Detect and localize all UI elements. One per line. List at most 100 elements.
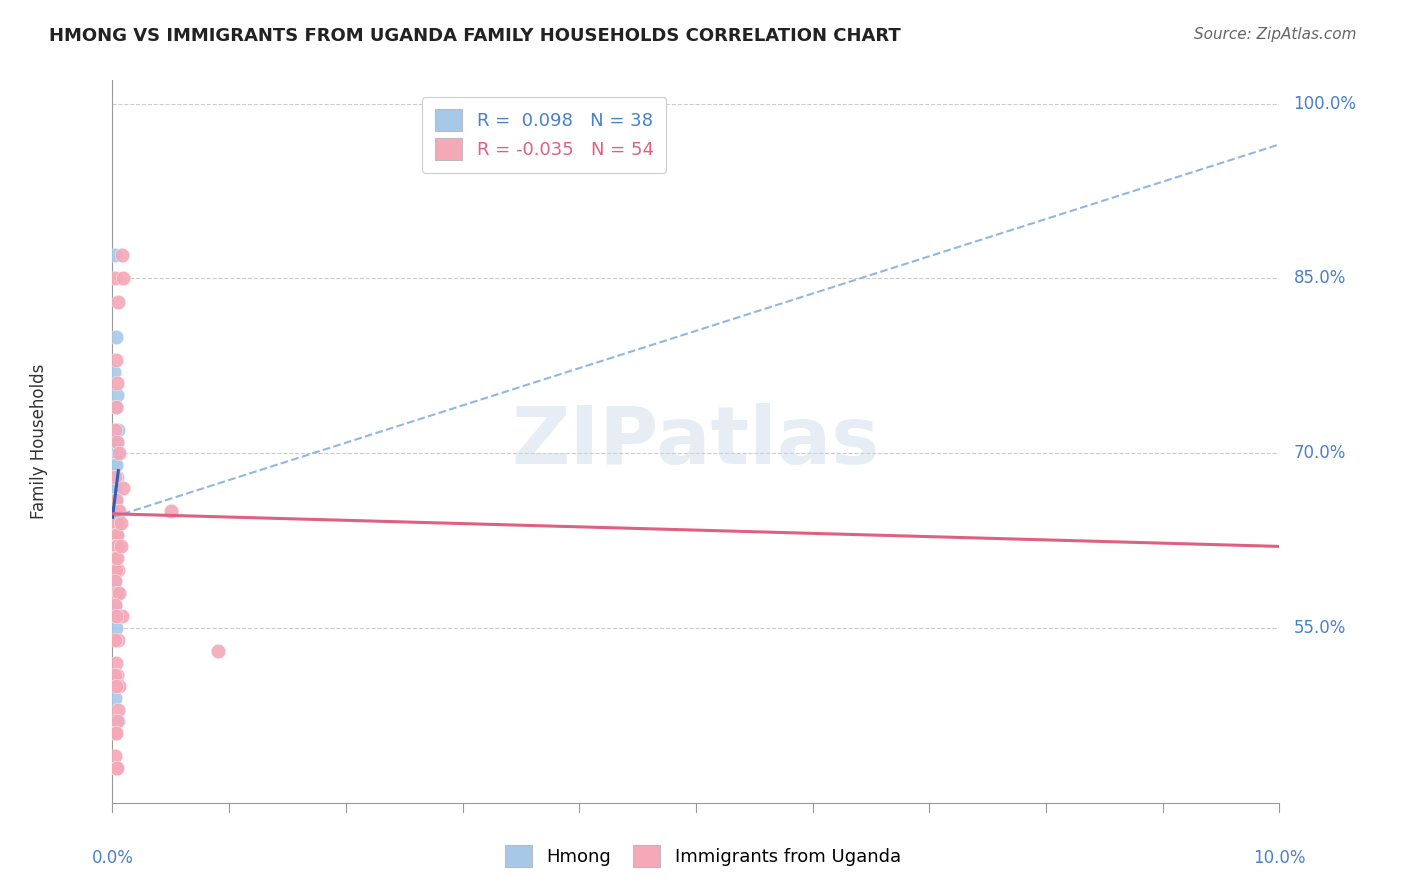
Point — [104, 679, 127, 693]
Point — [105, 551, 128, 566]
Point — [104, 690, 127, 705]
Text: HMONG VS IMMIGRANTS FROM UGANDA FAMILY HOUSEHOLDS CORRELATION CHART: HMONG VS IMMIGRANTS FROM UGANDA FAMILY H… — [49, 27, 901, 45]
Point — [103, 446, 125, 460]
Point — [104, 563, 127, 577]
Point — [160, 504, 183, 518]
Text: 0.0%: 0.0% — [91, 849, 134, 867]
Point — [104, 540, 127, 554]
Point — [107, 516, 129, 530]
Point — [105, 504, 128, 518]
Point — [107, 702, 129, 716]
Point — [104, 656, 127, 670]
Point — [104, 598, 127, 612]
Point — [105, 446, 128, 460]
Point — [111, 248, 134, 262]
Text: ZIPatlas: ZIPatlas — [512, 402, 880, 481]
Point — [104, 434, 127, 449]
Point — [104, 469, 127, 483]
Point — [105, 388, 128, 402]
Point — [104, 504, 127, 518]
Point — [104, 609, 127, 624]
Point — [104, 492, 127, 507]
Point — [107, 294, 129, 309]
Point — [104, 621, 127, 635]
Point — [103, 365, 125, 379]
Point — [105, 434, 128, 449]
Point — [104, 329, 127, 343]
Point — [111, 609, 134, 624]
Point — [107, 423, 129, 437]
Point — [105, 586, 128, 600]
Text: Source: ZipAtlas.com: Source: ZipAtlas.com — [1194, 27, 1357, 42]
Point — [107, 563, 129, 577]
Point — [111, 481, 134, 495]
Point — [104, 516, 127, 530]
Point — [104, 551, 127, 566]
Point — [104, 423, 127, 437]
Point — [108, 504, 131, 518]
Point — [104, 574, 127, 589]
Point — [104, 504, 127, 518]
Point — [104, 458, 127, 472]
Point — [110, 540, 132, 554]
Text: Family Households: Family Households — [31, 364, 48, 519]
Legend: Hmong, Immigrants from Uganda: Hmong, Immigrants from Uganda — [498, 838, 908, 874]
Point — [103, 458, 125, 472]
Point — [104, 586, 127, 600]
Point — [104, 446, 127, 460]
Point — [108, 679, 131, 693]
Point — [104, 528, 127, 542]
Point — [103, 481, 125, 495]
Point — [105, 667, 128, 681]
Point — [107, 632, 129, 647]
Text: 100.0%: 100.0% — [1294, 95, 1357, 112]
Point — [104, 551, 127, 566]
Text: 70.0%: 70.0% — [1294, 444, 1346, 462]
Point — [105, 761, 128, 775]
Point — [104, 563, 127, 577]
Point — [104, 551, 127, 566]
Point — [104, 726, 127, 740]
Point — [103, 528, 125, 542]
Point — [105, 469, 128, 483]
Point — [104, 632, 127, 647]
Text: 10.0%: 10.0% — [1253, 849, 1306, 867]
Point — [104, 761, 127, 775]
Point — [104, 481, 127, 495]
Point — [104, 540, 127, 554]
Point — [104, 353, 127, 368]
Point — [104, 551, 127, 566]
Point — [105, 714, 128, 729]
Point — [104, 271, 127, 285]
Text: 85.0%: 85.0% — [1294, 269, 1346, 287]
Point — [105, 609, 128, 624]
Point — [104, 248, 127, 262]
Point — [105, 434, 128, 449]
Point — [104, 749, 127, 764]
Point — [104, 540, 127, 554]
Point — [103, 492, 125, 507]
Point — [104, 469, 127, 483]
Point — [207, 644, 229, 658]
Point — [108, 446, 131, 460]
Legend: R =  0.098   N = 38, R = -0.035   N = 54: R = 0.098 N = 38, R = -0.035 N = 54 — [422, 96, 666, 173]
Point — [105, 528, 128, 542]
Text: 55.0%: 55.0% — [1294, 619, 1346, 637]
Point — [108, 586, 131, 600]
Point — [104, 492, 127, 507]
Point — [105, 540, 128, 554]
Point — [104, 598, 127, 612]
Point — [103, 574, 125, 589]
Point — [110, 516, 132, 530]
Point — [105, 504, 128, 518]
Point — [104, 458, 127, 472]
Point — [104, 400, 127, 414]
Point — [104, 516, 127, 530]
Point — [104, 528, 127, 542]
Point — [104, 400, 127, 414]
Point — [104, 504, 127, 518]
Point — [105, 540, 128, 554]
Point — [104, 726, 127, 740]
Point — [104, 528, 127, 542]
Point — [104, 446, 127, 460]
